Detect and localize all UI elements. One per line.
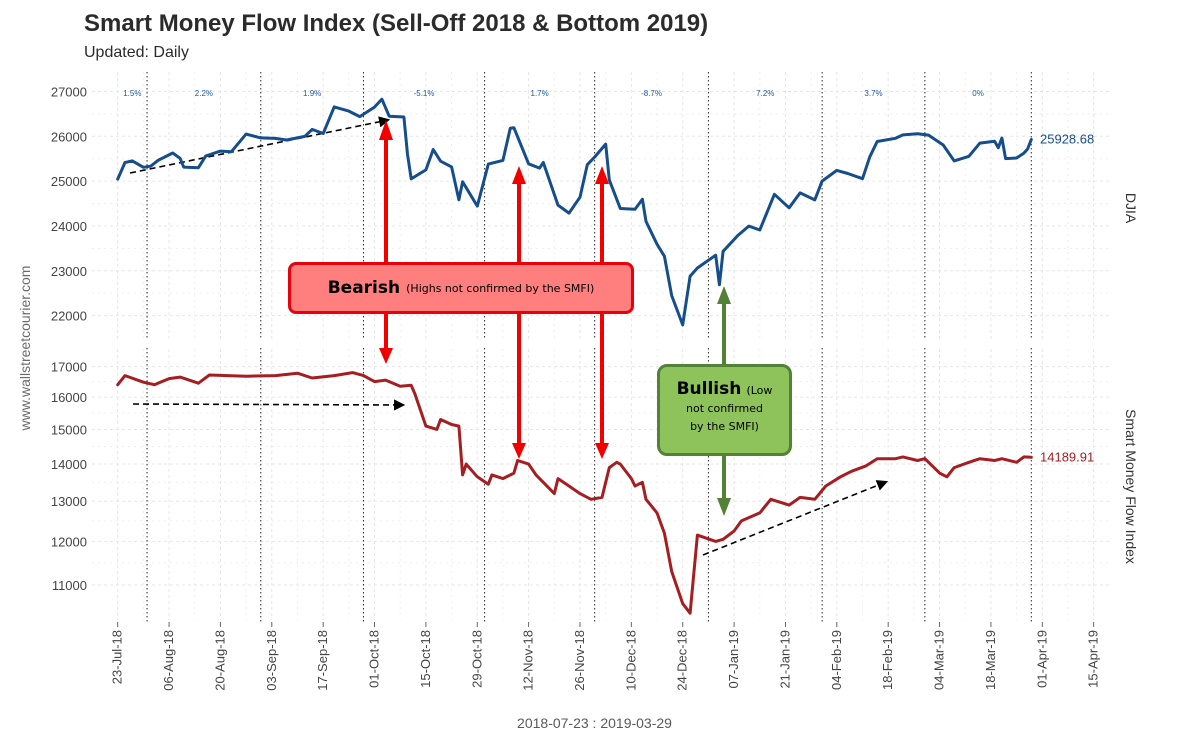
period-change-label: 1.7% <box>531 89 549 98</box>
bullish-callout-text-3: by the SMFI) <box>690 420 759 433</box>
bullish-callout-text-2: not confirmed <box>686 402 763 415</box>
bearish-callout-text: (Highs not confirmed by the SMFI) <box>406 281 595 295</box>
smfi-y-tick-label: 16000 <box>51 390 87 405</box>
smfi-strip-label: Smart Money Flow Index <box>1123 409 1139 564</box>
period-change-label: 3.7% <box>864 89 882 98</box>
bullish-callout: Bullish (Low not confirmed by the SMFI) <box>657 364 792 456</box>
x-tick-label: 21-Jan-19 <box>777 630 792 689</box>
trend-arrows <box>129 116 889 556</box>
x-tick-label: 18-Mar-19 <box>983 630 998 690</box>
djia-y-tick-label: 27000 <box>51 84 87 99</box>
x-tick-label: 26-Nov-18 <box>572 630 587 691</box>
x-tick-label: 03-Sep-18 <box>264 630 279 691</box>
bearish-arrow-dec <box>595 166 609 459</box>
smfi-y-tick-label: 15000 <box>51 422 87 437</box>
smfi-y-tick-label: 12000 <box>51 534 87 549</box>
x-tick-label: 07-Jan-19 <box>726 630 741 689</box>
period-change-label: 1.5% <box>123 89 141 98</box>
period-change-label: 7.2% <box>756 89 774 98</box>
x-tick-label: 18-Feb-19 <box>880 630 895 690</box>
date-range-label: 2018-07-23 : 2019-03-29 <box>517 715 672 731</box>
y-axis-ticks: 22000 23000 24000 25000 26000 27000 11000 12000… <box>51 84 87 593</box>
panel-strip-labels: DJIA Smart Money Flow Index <box>1123 193 1139 564</box>
x-tick-label: 24-Dec-18 <box>675 630 690 691</box>
chart-subtitle: Updated: Daily <box>84 44 189 61</box>
x-tick-label: 04-Mar-19 <box>932 630 947 690</box>
djia-y-tick-label: 26000 <box>51 129 87 144</box>
djia-uptrend-arrow <box>129 116 391 174</box>
series-lines <box>116 97 1033 615</box>
smfi-y-tick-label: 17000 <box>51 360 87 375</box>
x-tick-label: 01-Oct-18 <box>367 630 382 688</box>
period-change-label: 1.9% <box>303 89 321 98</box>
smfi-flat-arrow <box>132 399 406 411</box>
djia-strip-label: DJIA <box>1123 193 1139 224</box>
bearish-callout-title: Bearish <box>327 278 401 298</box>
smfi-y-tick-label: 11000 <box>52 578 87 593</box>
last-value-labels: 25928.68 14189.91 <box>1040 131 1094 464</box>
period-change-label: 0% <box>972 89 984 98</box>
bullish-callout-text-1: (Low <box>746 384 773 397</box>
x-tick-label: 12-Nov-18 <box>521 630 536 691</box>
djia-last-value-label: 25928.68 <box>1040 131 1094 146</box>
bullish-callout-title: Bullish <box>676 379 742 399</box>
djia-y-tick-label: 25000 <box>51 174 87 189</box>
x-tick-label: 23-Jul-18 <box>110 630 125 684</box>
period-change-labels: 1.5% 2.2% 1.9% -5.1% 1.7% -8.7% 7.2% 3.7% 0% <box>123 89 984 98</box>
period-change-label: -8.7% <box>641 89 662 98</box>
djia-y-tick-label: 24000 <box>51 219 87 234</box>
period-change-label: 2.2% <box>195 89 213 98</box>
bearish-arrow-nov <box>512 166 526 459</box>
smfi-last-value-label: 14189.91 <box>1040 449 1094 464</box>
smfi-y-tick-label: 14000 <box>51 457 87 472</box>
period-separators <box>146 72 1032 622</box>
x-tick-label: 10-Dec-18 <box>623 630 638 691</box>
djia-series-line <box>116 97 1033 327</box>
smfi-series-line <box>116 371 1033 615</box>
djia-y-tick-label: 23000 <box>51 264 87 279</box>
bearish-callout: Bearish (Highs not confirmed by the SMFI… <box>288 262 634 314</box>
x-tick-label: 01-Apr-19 <box>1034 630 1049 688</box>
bearish-arrow-oct <box>379 120 393 364</box>
chart-title: Smart Money Flow Index (Sell-Off 2018 & … <box>84 10 709 37</box>
period-change-label: -5.1% <box>414 89 435 98</box>
smfi-y-tick-label: 13000 <box>51 494 87 509</box>
x-tick-label: 17-Sep-18 <box>315 630 330 691</box>
x-tick-label: 20-Aug-18 <box>212 630 227 691</box>
x-tick-label: 29-Oct-18 <box>469 630 484 688</box>
x-tick-label: 04-Feb-19 <box>829 630 844 690</box>
x-axis-ticks: 23-Jul-18 06-Aug-18 20-Aug-18 03-Sep-18 17-S… <box>110 622 1101 691</box>
callout-arrows <box>379 120 731 516</box>
x-tick-label: 15-Apr-19 <box>1086 630 1101 688</box>
x-tick-label: 15-Oct-18 <box>418 630 433 688</box>
x-tick-label: 06-Aug-18 <box>161 630 176 691</box>
djia-y-tick-label: 22000 <box>51 309 87 324</box>
smfi-uptrend-arrow <box>702 480 889 556</box>
